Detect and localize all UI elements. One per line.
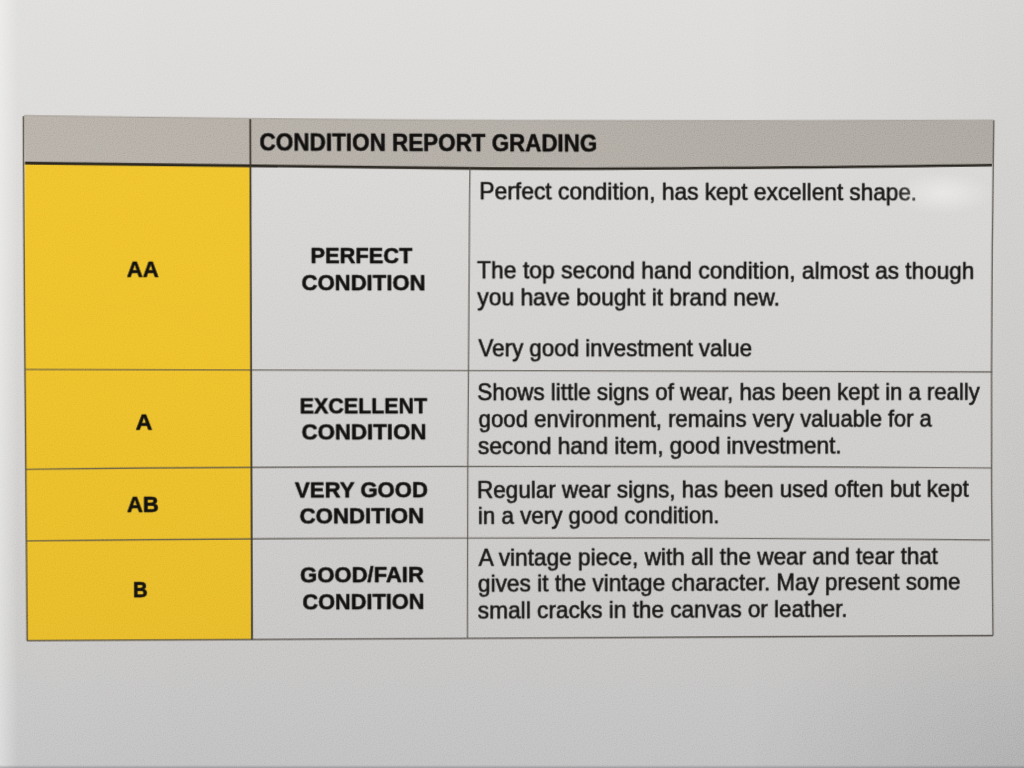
- svg-text:The top second hand condition,: The top second hand condition, almost as…: [477, 257, 974, 283]
- svg-text:CONDITION REPORT GRADING: CONDITION REPORT GRADING: [259, 130, 597, 158]
- svg-text:A: A: [136, 410, 153, 435]
- svg-text:CONDITION: CONDITION: [302, 589, 424, 614]
- svg-text:A vintage piece, with all the: A vintage piece, with all the wear and t…: [478, 544, 938, 571]
- svg-text:Regular wear signs, has been u: Regular wear signs, has been used often …: [477, 476, 969, 503]
- svg-text:CONDITION: CONDITION: [301, 420, 426, 445]
- svg-text:VERY GOOD: VERY GOOD: [295, 478, 428, 503]
- svg-text:AA: AA: [127, 257, 159, 282]
- svg-text:CONDITION: CONDITION: [299, 504, 424, 529]
- svg-text:GOOD/FAIR: GOOD/FAIR: [300, 562, 424, 587]
- svg-text:good environment, remains very: good environment, remains very valuable …: [479, 406, 932, 432]
- svg-text:small cracks in the canvas or: small cracks in the canvas or leather.: [478, 596, 848, 623]
- svg-text:Very good investment value: Very good investment value: [478, 336, 752, 362]
- svg-text:gives it the vintage character: gives it the vintage character. May pres…: [478, 569, 960, 596]
- svg-text:Perfect condition, has kept ex: Perfect condition, has kept excellent sh…: [479, 178, 917, 205]
- svg-text:AB: AB: [127, 493, 159, 518]
- svg-text:CONDITION: CONDITION: [302, 270, 426, 295]
- svg-text:B: B: [133, 577, 148, 602]
- svg-text:PERFECT: PERFECT: [310, 244, 413, 269]
- svg-text:EXCELLENT: EXCELLENT: [300, 393, 428, 418]
- svg-text:second hand item, good investm: second hand item, good investment.: [478, 433, 842, 459]
- svg-text:in a very good condition.: in a very good condition.: [478, 502, 720, 528]
- svg-text:you have bought it brand new.: you have bought it brand new.: [477, 284, 780, 310]
- svg-text:Shows little signs of wear, ha: Shows little signs of wear, has been kep…: [477, 379, 980, 405]
